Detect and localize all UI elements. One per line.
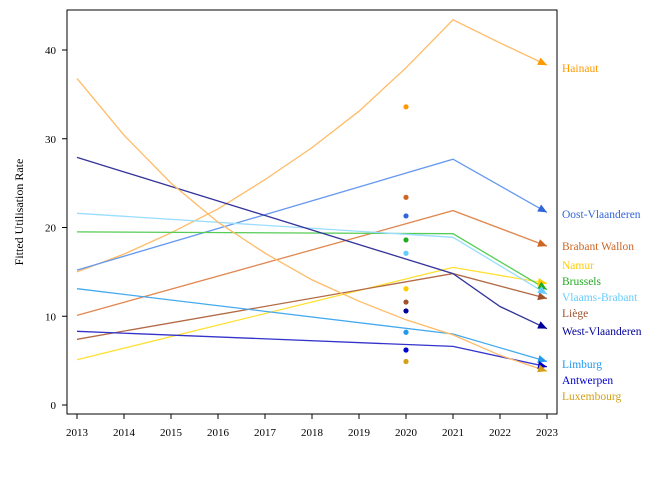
series-label-0: Hainaut (562, 63, 599, 75)
series-line-9 (76, 330, 548, 368)
series-arrow-2 (537, 239, 547, 247)
series-label-4: Brussels (562, 276, 602, 288)
series-line-4 (76, 231, 548, 291)
series-line-1 (76, 158, 548, 271)
x-tick-label: 2023 (536, 427, 559, 439)
x-tick-label: 2014 (113, 427, 136, 439)
series-label-10: Luxembourg (562, 391, 621, 403)
point-2020-1 (403, 213, 409, 219)
point-2020-0 (403, 104, 409, 110)
x-tick-label: 2021 (442, 427, 464, 439)
series-arrow-10 (537, 364, 547, 373)
series-arrow-1 (537, 204, 547, 213)
x-tick-label: 2016 (207, 427, 230, 439)
series-label-1: Oost-Vlaanderen (562, 209, 641, 221)
series-line-3 (76, 266, 548, 361)
point-2020-4 (403, 237, 409, 243)
series-line-0 (76, 19, 548, 273)
series-arrow-0 (537, 57, 547, 66)
series-label-9: Antwerpen (562, 375, 613, 387)
x-tick-label: 2018 (301, 427, 324, 439)
y-axis-label: Fitted Utilisation Rate (12, 159, 26, 266)
series-arrow-5 (537, 292, 547, 301)
end-arrows (537, 57, 547, 373)
x-tick-label: 2022 (489, 427, 511, 439)
x-tick-label: 2020 (395, 427, 418, 439)
x-tick-label: 2019 (348, 427, 371, 439)
x-tick-label: 2017 (254, 427, 277, 439)
series-line-8 (76, 288, 548, 363)
series-labels: Hainaut Oost-Vlaanderen Brabant Wallon Namu… (562, 63, 642, 403)
point-2020-5 (403, 299, 409, 305)
series-line-10 (76, 77, 548, 372)
y-tick-label: 40 (45, 45, 57, 57)
point-2020-8 (403, 329, 409, 335)
series-label-3: Namur (562, 260, 594, 272)
series-arrow-6 (537, 285, 547, 295)
series-arrow-8 (537, 355, 547, 363)
point-2020-2 (403, 194, 409, 200)
y-tick-label: 0 (51, 400, 57, 412)
series-label-8: Limburg (562, 359, 602, 371)
series-label-7: West-Vlaanderen (562, 326, 642, 338)
series-arrow-4 (537, 281, 547, 290)
series-arrow-3 (537, 277, 547, 286)
series-line-2 (76, 209, 548, 317)
series-lines (76, 19, 548, 372)
point-2020-10 (403, 358, 409, 365)
point-2020-7 (403, 308, 409, 314)
series-label-6: Vlaams-Brabant (562, 292, 638, 304)
y-tick-label: 30 (45, 134, 57, 146)
axis-ticks: 2013 2014 2015 2016 2017 2018 2019 2020 2021 2022… (45, 45, 559, 439)
series-arrow-7 (537, 321, 547, 329)
series-label-2: Brabant Wallon (562, 241, 634, 253)
x-tick-label: 2015 (160, 427, 183, 439)
series-line-5 (76, 272, 548, 340)
series-line-7 (76, 156, 548, 330)
point-2020-3 (403, 286, 409, 292)
series-line-6 (76, 212, 548, 295)
point-2020-6 (403, 250, 409, 256)
y-tick-label: 10 (45, 311, 57, 323)
point-2020-9 (403, 347, 409, 353)
series-label-5: Liège (562, 308, 588, 320)
y-tick-label: 20 (45, 223, 57, 235)
x-tick-label: 2013 (66, 427, 89, 439)
points-2020 (403, 104, 409, 365)
